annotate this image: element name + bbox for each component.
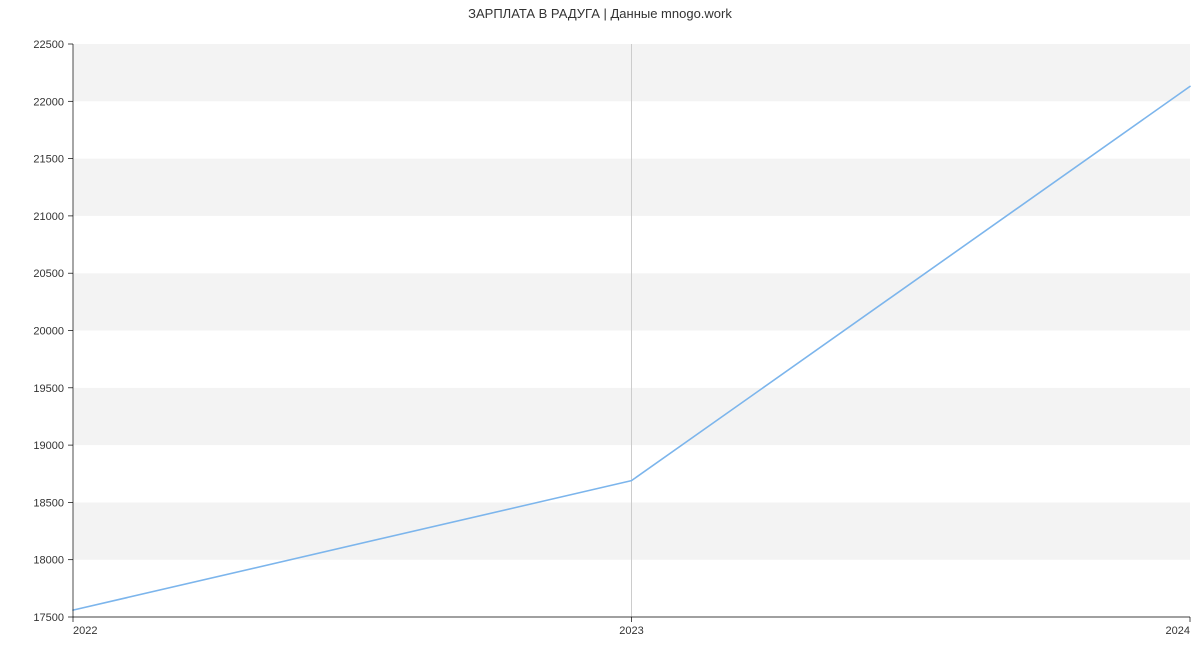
y-tick-label: 18500 xyxy=(33,497,64,509)
chart-svg: 17500 18000 18500 19000 19500 20000 20500 21000… xyxy=(0,0,1200,650)
y-tick-label: 21000 xyxy=(33,211,64,223)
y-tick-label: 22000 xyxy=(33,96,64,108)
y-tick-label: 19500 xyxy=(33,383,64,395)
x-tick-label: 2023 xyxy=(619,625,643,637)
y-tick-label: 20000 xyxy=(33,326,64,338)
y-tick-label: 21500 xyxy=(33,154,64,166)
x-tick-label: 2024 xyxy=(1166,625,1190,637)
y-tick-label: 17500 xyxy=(33,612,64,624)
y-tick-label: 22500 xyxy=(33,39,64,51)
salary-line-chart: ЗАРПЛАТА В РАДУГА | Данные mnogo.work 17… xyxy=(0,0,1200,650)
y-tick-label: 19000 xyxy=(33,440,64,452)
y-tick-label: 18000 xyxy=(33,555,64,567)
y-tick-label: 20500 xyxy=(33,268,64,280)
x-tick-label: 2022 xyxy=(73,625,97,637)
